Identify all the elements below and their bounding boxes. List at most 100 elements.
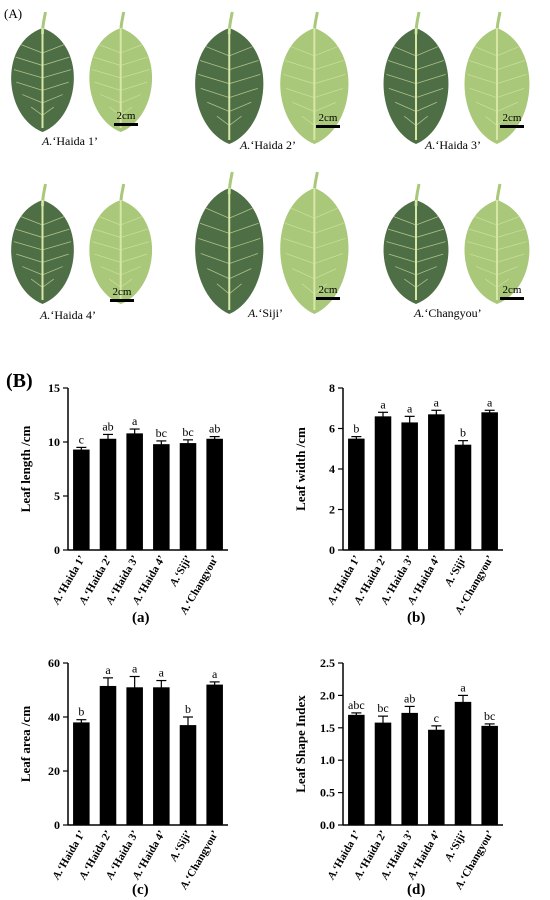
x-tick-label-genus: A. — [352, 592, 368, 608]
x-tick-label-genus: A. — [453, 602, 469, 618]
chart-b-sublabel: (b) — [407, 610, 426, 626]
x-tick-label: A.‘Siji’ — [167, 554, 195, 590]
bar — [126, 687, 143, 825]
x-tick-label-genus: A. — [167, 574, 183, 590]
cultivar-name: ‘Haida 4’ — [50, 308, 96, 322]
bar — [374, 722, 392, 825]
bar — [206, 438, 223, 550]
x-tick-label-genus: A. — [442, 574, 458, 590]
x-tick-label-genus: A. — [405, 867, 421, 883]
x-tick-label-cultivar: ‘Siji’ — [173, 554, 195, 580]
scale-bar-line — [500, 297, 524, 300]
significance-letter: a — [132, 662, 138, 676]
y-tick-label: 2.0 — [320, 688, 335, 702]
bar — [454, 701, 472, 825]
leaf-photo-6 — [383, 183, 530, 304]
y-tick-label: 10 — [48, 435, 60, 449]
cultivar-name: ‘Haida 2’ — [250, 138, 296, 152]
leaf-abaxial-2 — [280, 11, 349, 144]
significance-letter: a — [487, 395, 493, 409]
y-tick-label: 0 — [329, 543, 335, 557]
y-tick-label: 0 — [54, 543, 60, 557]
x-tick-label-cultivar: ‘Siji’ — [448, 829, 470, 855]
cultivar-name: ‘Changyou’ — [424, 306, 482, 320]
scale-bar-label: 2cm — [112, 286, 132, 298]
bar — [481, 725, 498, 825]
significance-letter: abc — [348, 698, 365, 712]
y-tick-label: 0.0 — [320, 818, 335, 832]
leaf-abaxial-6 — [464, 183, 530, 304]
significance-letter: a — [407, 401, 413, 415]
leaf-photo-caption-3: A.‘Haida 3’ — [425, 138, 481, 153]
genus-abbrev: A. — [248, 306, 259, 320]
y-tick-label: 60 — [48, 656, 60, 670]
chart-d-sublabel: (d) — [407, 882, 426, 898]
significance-letter: ab — [102, 419, 113, 433]
y-tick-label: 20 — [48, 764, 60, 778]
bar — [153, 687, 170, 825]
leaf-shape-index-chart: Leaf Shape Index0.00.51.01.52.02.5abcA.‘… — [293, 656, 503, 892]
leaf-adaxial-3 — [383, 11, 449, 144]
significance-letter: a — [159, 666, 165, 680]
bar — [374, 416, 392, 550]
leaf-adaxial-5 — [195, 171, 264, 314]
x-tick-label-cultivar: ‘Siji’ — [448, 554, 470, 580]
genus-abbrev: A. — [425, 138, 436, 152]
y-tick-label: 1.5 — [320, 721, 335, 735]
x-tick-label-genus: A. — [130, 867, 146, 883]
scale-bar-4: 2cm — [110, 286, 134, 302]
significance-letter: ab — [404, 691, 415, 705]
bar — [348, 714, 365, 825]
leaf-photo-1 — [11, 11, 153, 132]
significance-letter: a — [380, 397, 386, 411]
leaf-photo-caption-1: A.‘Haida 1’ — [42, 134, 98, 149]
leaf-adaxial-6 — [383, 183, 449, 304]
significance-letter: c — [79, 432, 84, 446]
leaf-photo-3 — [383, 11, 530, 144]
x-tick-label-genus: A. — [50, 592, 66, 608]
bar — [454, 444, 472, 550]
scale-bar-3: 2cm — [500, 112, 524, 128]
leaf-abaxial-5 — [280, 171, 349, 314]
x-tick-label: A.‘Siji’ — [167, 829, 195, 865]
significance-letter: bc — [377, 701, 388, 715]
leaf-photo-caption-5: A.‘Siji’ — [248, 306, 283, 321]
leaf-photo-4 — [11, 183, 153, 304]
x-tick-label-genus: A. — [130, 592, 146, 608]
significance-letter: c — [434, 711, 439, 725]
chart-c-sublabel: (c) — [132, 882, 149, 898]
significance-letter: b — [78, 705, 84, 719]
cultivar-name: ‘Siji’ — [258, 306, 284, 320]
leaf-abaxial-3 — [464, 11, 530, 144]
bar — [481, 412, 498, 550]
genus-abbrev: A. — [414, 306, 425, 320]
cultivar-name: ‘Haida 3’ — [435, 138, 481, 152]
x-tick-label-genus: A. — [77, 867, 93, 883]
bar — [99, 438, 117, 550]
bar — [73, 449, 90, 550]
scale-bar-line — [316, 297, 340, 300]
x-tick-label-genus: A. — [325, 592, 341, 608]
y-tick-label: 40 — [48, 710, 60, 724]
leaf-abaxial-4 — [89, 183, 153, 304]
x-tick-label-genus: A. — [352, 867, 368, 883]
scale-bar-line — [114, 123, 138, 126]
x-tick-label-genus: A. — [378, 592, 394, 608]
x-tick-label-genus: A. — [378, 867, 394, 883]
y-tick-label: 6 — [329, 422, 335, 436]
x-tick-label: A.‘Siji’ — [442, 554, 470, 590]
significance-letter: ab — [209, 422, 220, 436]
scale-bar-1: 2cm — [114, 110, 138, 126]
scale-bar-5: 2cm — [316, 284, 340, 300]
y-axis-label: Leaf length /cm — [18, 426, 33, 513]
x-tick-label-genus: A. — [103, 867, 119, 883]
scale-bar-label: 2cm — [318, 284, 338, 296]
x-tick-label: A.‘Siji’ — [442, 829, 470, 865]
y-tick-label: 2.5 — [320, 656, 335, 670]
x-tick-label-genus: A. — [103, 592, 119, 608]
scale-bar-line — [110, 299, 134, 302]
x-tick-label-genus: A. — [50, 867, 66, 883]
significance-letter: b — [353, 422, 359, 436]
